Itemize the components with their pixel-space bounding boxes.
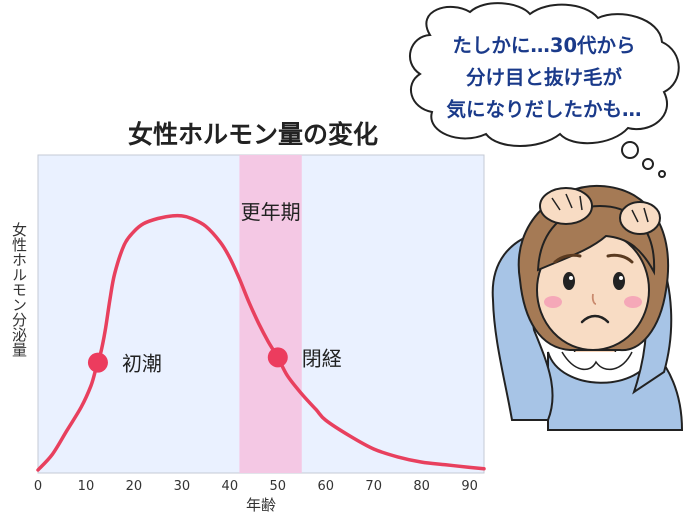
chart-title: 女性ホルモン量の変化: [128, 120, 378, 149]
bubble-line-1: たしかに…30代から: [452, 34, 635, 57]
menopause-band: [239, 155, 302, 473]
x-tick-label: 10: [78, 479, 95, 494]
x-tick-label: 20: [126, 479, 143, 494]
bubble-line-3: 気になりだしたかも…: [446, 98, 641, 121]
x-tick-label: 40: [222, 479, 239, 494]
x-tick-label: 0: [34, 479, 42, 494]
menopause-band-label: 更年期: [241, 200, 301, 224]
x-tick-label: 80: [413, 479, 430, 494]
x-axis-ticks: 0 10 20 30 40 50 60 70 80 90: [34, 479, 478, 494]
x-axis-label: 年齢: [246, 496, 276, 514]
x-tick-label: 30: [174, 479, 191, 494]
bubble-line-2: 分け目と抜け毛が: [466, 66, 623, 89]
x-tick-label: 60: [317, 479, 334, 494]
menopause-label: 閉経: [302, 346, 342, 370]
worried-woman-icon: [491, 184, 684, 431]
x-tick-label: 50: [270, 479, 287, 494]
menopause-marker: [267, 347, 288, 368]
y-axis-label: 女性ホルモン分泌量: [10, 221, 28, 357]
menarche-marker: [87, 352, 108, 373]
x-tick-label: 70: [365, 479, 382, 494]
x-tick-label: 90: [461, 479, 478, 494]
thought-bubble: たしかに…30代から 分け目と抜け毛が 気になりだしたかも…: [409, 2, 680, 178]
menarche-label: 初潮: [122, 352, 162, 376]
